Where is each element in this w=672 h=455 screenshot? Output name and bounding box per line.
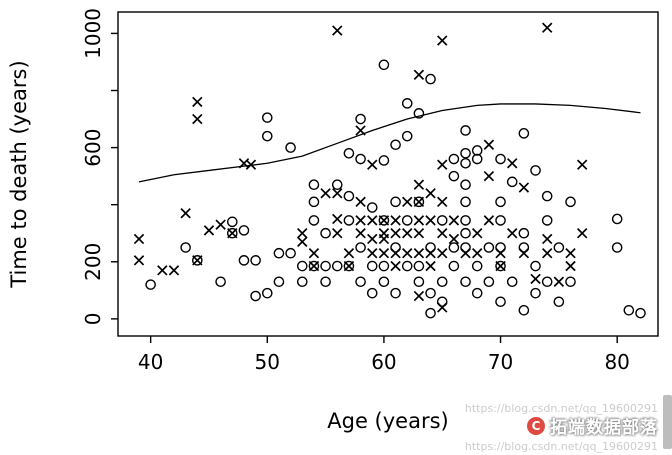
svg-text:80: 80: [604, 350, 629, 374]
svg-text:200: 200: [81, 243, 105, 281]
svg-text:70: 70: [488, 350, 513, 374]
watermark-strip: [663, 395, 672, 449]
svg-text:0: 0: [81, 313, 105, 326]
svg-text:1000: 1000: [81, 8, 105, 59]
svg-text:Age (years): Age (years): [327, 409, 448, 433]
svg-text:600: 600: [81, 129, 105, 167]
svg-text:60: 60: [371, 350, 396, 374]
svg-text:50: 50: [255, 350, 280, 374]
svg-text:Time to death (years): Time to death (years): [7, 60, 31, 288]
svg-text:40: 40: [138, 350, 163, 374]
